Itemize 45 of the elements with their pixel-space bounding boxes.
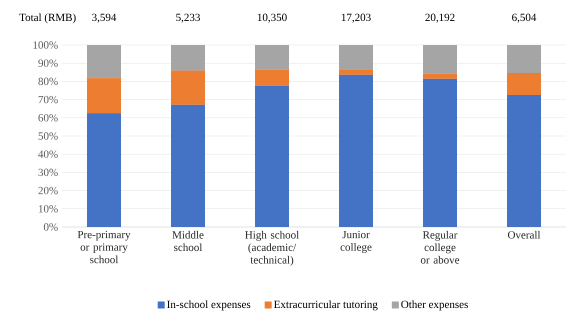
bar	[339, 70, 374, 75]
y-tick-label: 20%	[38, 186, 58, 194]
text: 17,203	[342, 14, 371, 23]
bar	[339, 45, 374, 70]
bar	[255, 70, 290, 86]
x-tick-label: High school (academic/ technical)	[245, 230, 299, 266]
y-tick-label: 100%	[33, 41, 58, 49]
y-tick-label: 60%	[38, 114, 58, 122]
y-tick-label: 50%	[38, 132, 58, 140]
y-tick-label: 40%	[38, 150, 58, 158]
bar	[87, 78, 121, 114]
text: 10,350	[258, 14, 287, 23]
bar	[87, 45, 121, 78]
bar	[171, 104, 206, 227]
text: 6,504	[512, 14, 536, 23]
bar	[171, 70, 206, 105]
y-tick-label: 90%	[38, 59, 58, 67]
bar	[423, 74, 458, 79]
text: 3,594	[92, 14, 116, 23]
text: 20,192	[425, 14, 455, 23]
bar	[255, 45, 290, 70]
bar	[507, 95, 542, 227]
y-tick-label: 30%	[38, 168, 58, 176]
bar	[507, 45, 542, 74]
bar	[255, 86, 290, 227]
text: 5,233	[176, 14, 200, 23]
y-tick-label: 10%	[38, 205, 58, 213]
text: Total (RMB)	[19, 13, 76, 24]
x-tick-label: Regular college or above	[420, 230, 460, 264]
y-tick-label: 0%	[44, 223, 58, 231]
x-tick-label: Pre-primary or primary school	[78, 230, 131, 264]
legend-label: Other expenses	[401, 300, 468, 310]
legend-label: Extracurricular tutoring	[274, 300, 378, 310]
x-tick-label: Middle school	[172, 230, 204, 252]
bar	[339, 74, 374, 227]
x-tick-label: Junior college	[340, 230, 372, 254]
bar	[423, 45, 458, 74]
legend-label: In-school expenses	[167, 300, 250, 310]
bar	[507, 73, 542, 96]
y-tick-label: 70%	[38, 96, 58, 104]
bar	[87, 113, 121, 227]
bar	[171, 45, 206, 71]
bar	[423, 78, 458, 227]
x-tick-label: Overall	[508, 230, 540, 239]
y-tick-label: 80%	[38, 78, 58, 86]
